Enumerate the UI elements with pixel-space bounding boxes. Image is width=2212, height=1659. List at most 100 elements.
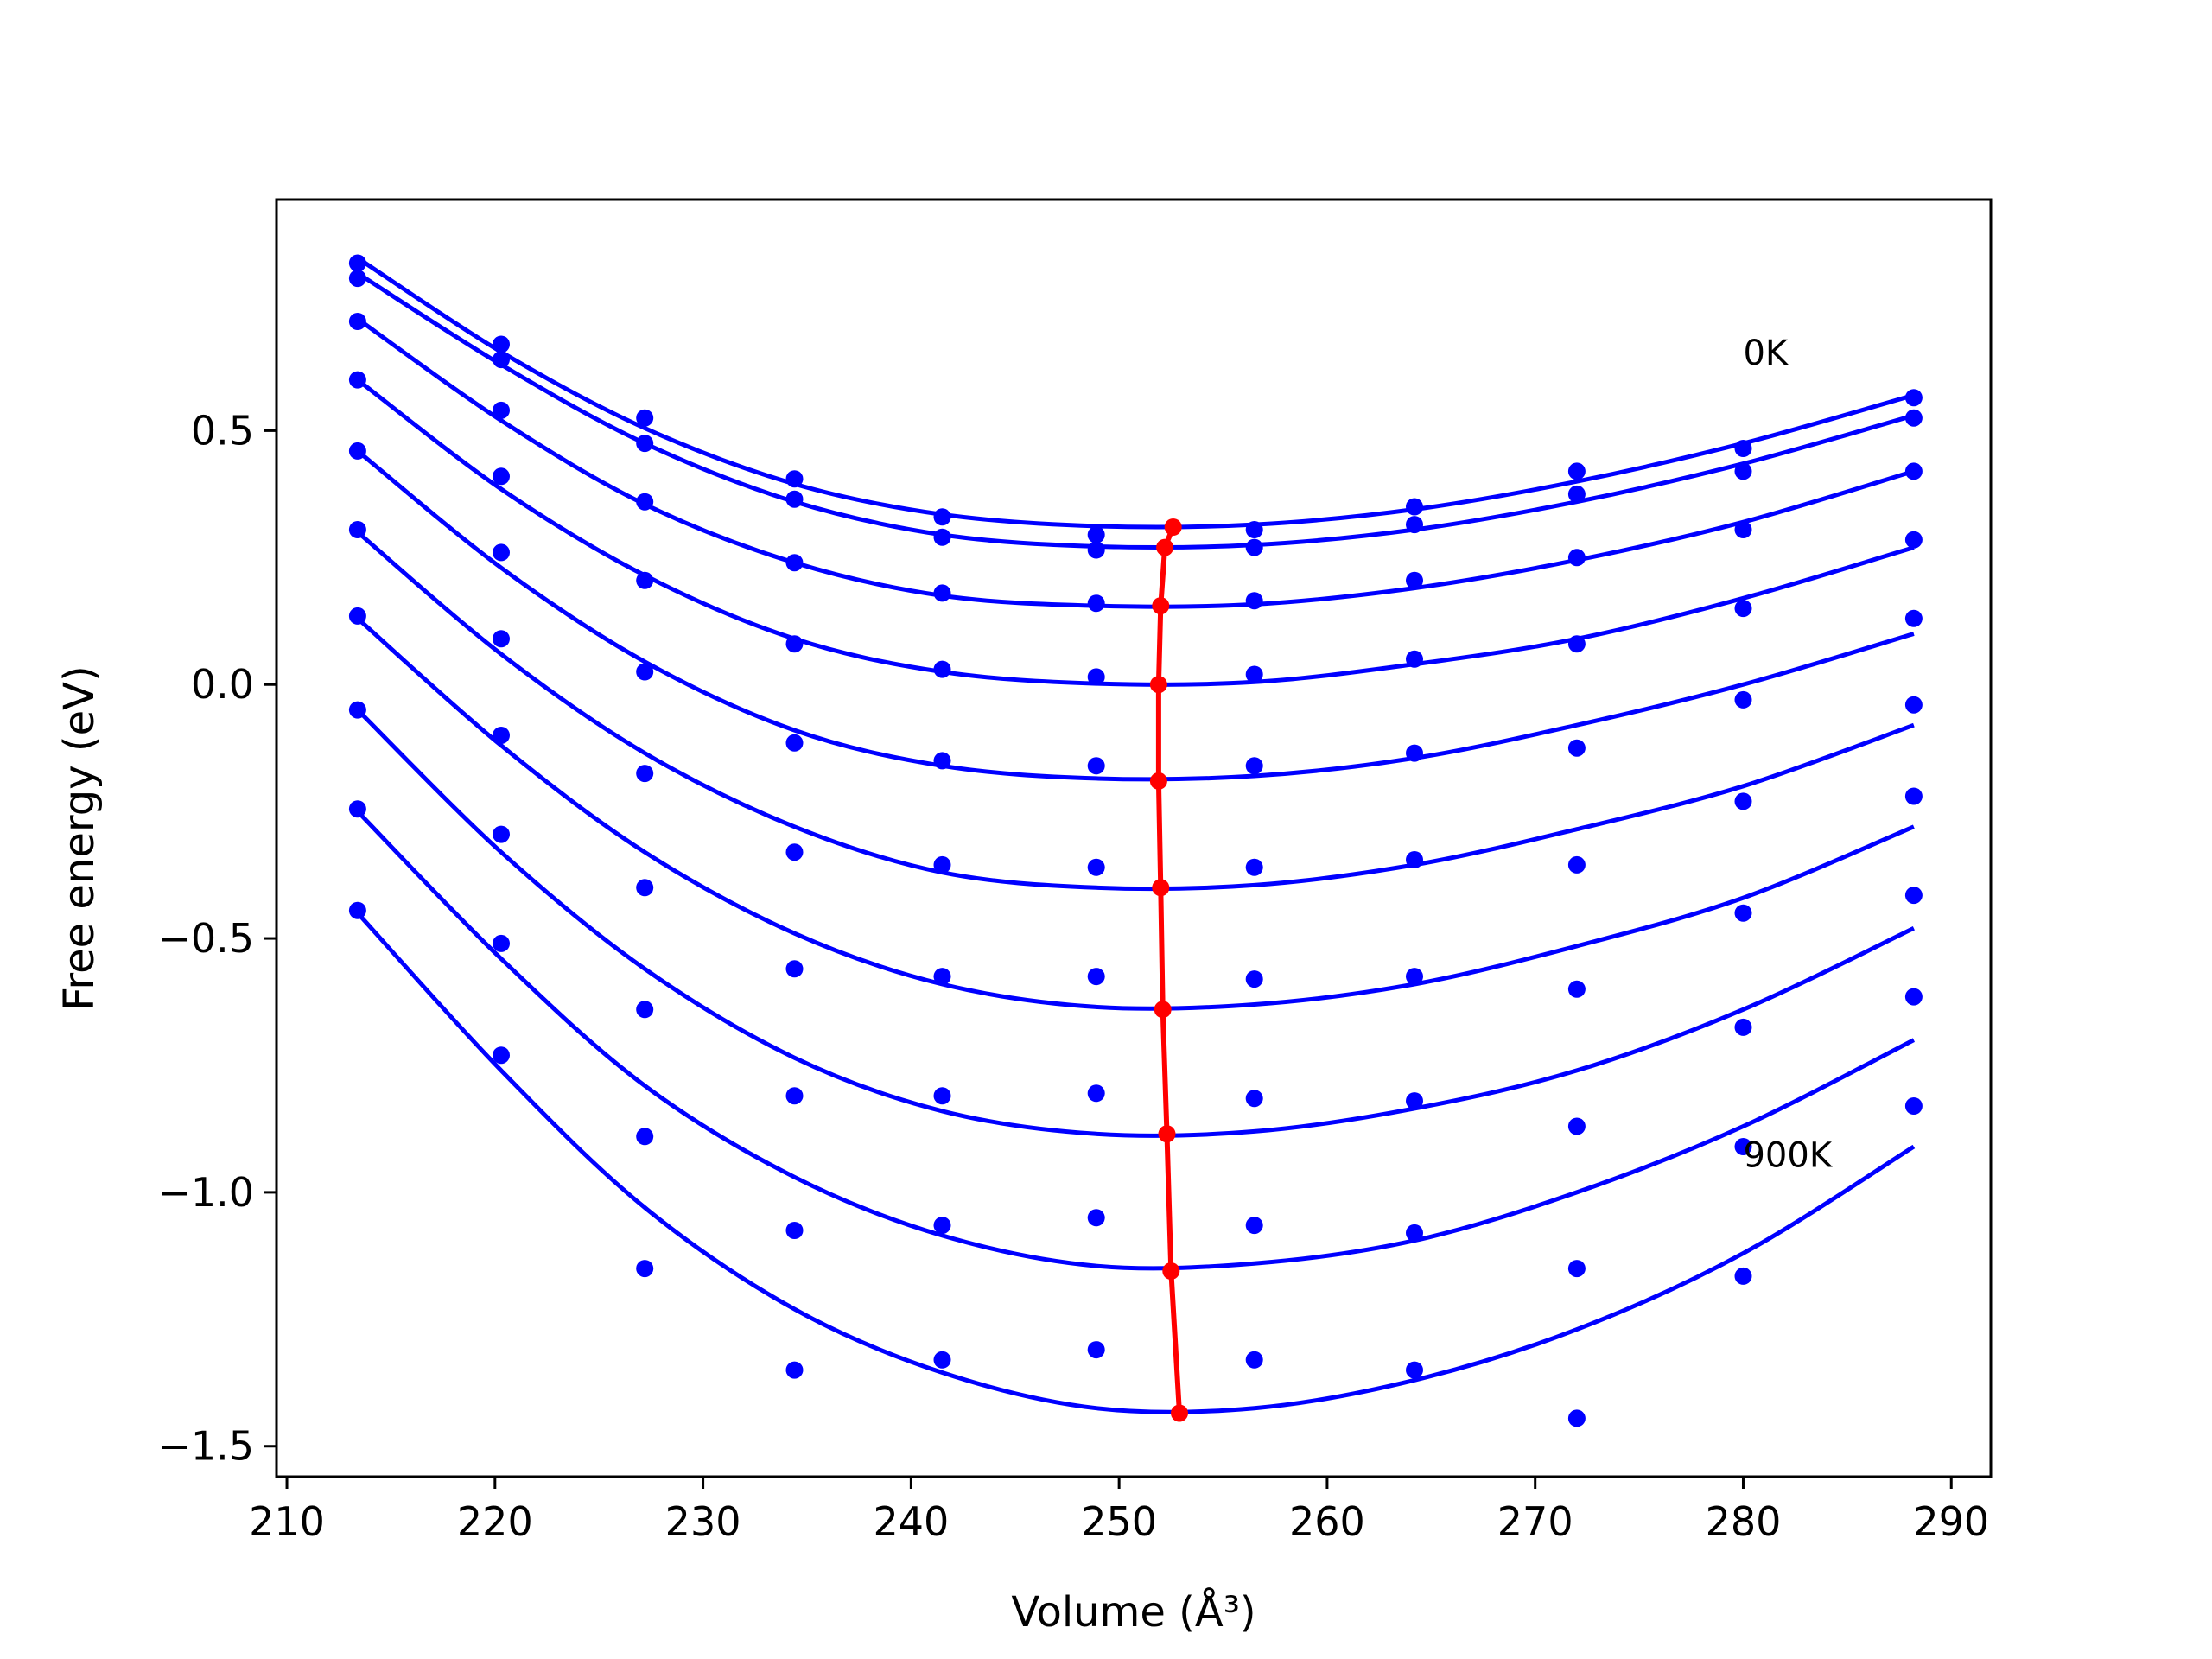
data-point bbox=[636, 571, 654, 589]
data-point bbox=[1087, 858, 1105, 876]
data-point bbox=[1087, 1341, 1105, 1359]
data-point bbox=[1406, 1092, 1423, 1110]
temperature-annotation-1: 0K bbox=[1743, 334, 1789, 373]
y-tick-label: 0.5 bbox=[191, 407, 254, 454]
minimum-point bbox=[1154, 1001, 1172, 1019]
fit-curve-7 bbox=[356, 616, 1915, 1011]
data-point bbox=[1567, 1409, 1586, 1427]
data-point bbox=[933, 968, 951, 986]
data-point bbox=[493, 630, 510, 648]
data-point bbox=[933, 1217, 951, 1235]
data-point bbox=[1567, 855, 1586, 874]
data-point bbox=[933, 1351, 951, 1369]
data-point bbox=[493, 934, 510, 952]
data-point bbox=[1567, 462, 1586, 480]
data-point bbox=[1567, 635, 1586, 653]
data-point bbox=[636, 663, 654, 681]
data-point bbox=[493, 335, 510, 353]
data-point bbox=[493, 351, 510, 369]
data-point bbox=[1087, 1084, 1105, 1103]
data-point bbox=[348, 254, 366, 272]
data-point bbox=[1245, 665, 1263, 683]
data-point bbox=[1087, 541, 1105, 559]
data-point bbox=[1734, 690, 1752, 709]
data-point bbox=[785, 1087, 804, 1105]
data-point bbox=[785, 843, 804, 861]
data-point bbox=[1245, 521, 1263, 538]
data-point bbox=[933, 855, 951, 874]
data-point bbox=[1904, 609, 1923, 627]
data-point bbox=[1406, 498, 1423, 516]
data-point bbox=[933, 660, 951, 678]
y-tick-label: −1.0 bbox=[157, 1169, 254, 1216]
data-point bbox=[636, 1001, 654, 1019]
data-point bbox=[348, 371, 366, 389]
data-point bbox=[933, 528, 951, 546]
minimum-point bbox=[1149, 772, 1167, 790]
minimum-point bbox=[1152, 879, 1170, 897]
data-point bbox=[933, 1087, 951, 1105]
x-tick-label: 280 bbox=[1706, 1498, 1782, 1545]
fit-curve-8 bbox=[356, 708, 1915, 1138]
data-point bbox=[933, 752, 951, 770]
data-point bbox=[1406, 744, 1423, 762]
data-point bbox=[1904, 409, 1923, 427]
x-tick-label: 210 bbox=[249, 1498, 325, 1545]
data-point bbox=[636, 879, 654, 897]
x-tick-label: 260 bbox=[1289, 1498, 1365, 1545]
data-point bbox=[785, 1361, 804, 1379]
data-point bbox=[785, 470, 804, 488]
x-tick-label: 230 bbox=[665, 1498, 741, 1545]
data-point bbox=[1406, 968, 1423, 986]
data-point bbox=[493, 727, 510, 744]
data-point bbox=[1734, 792, 1752, 810]
data-point bbox=[348, 701, 366, 719]
data-point bbox=[1406, 650, 1423, 668]
minimum-point bbox=[1156, 538, 1174, 556]
x-axis-label: Volume (Å³) bbox=[1011, 1587, 1255, 1637]
y-tick-label: 0.0 bbox=[191, 661, 254, 708]
data-point bbox=[1406, 1224, 1423, 1242]
data-point bbox=[933, 508, 951, 526]
data-point bbox=[1406, 1361, 1423, 1379]
data-point bbox=[348, 442, 366, 460]
data-point bbox=[785, 490, 804, 508]
y-tick-label: −0.5 bbox=[157, 915, 254, 962]
data-point bbox=[1567, 1260, 1586, 1278]
data-point bbox=[1245, 592, 1263, 610]
data-point bbox=[348, 901, 366, 919]
data-point bbox=[1734, 1018, 1752, 1036]
data-point bbox=[785, 734, 804, 752]
data-point bbox=[1904, 389, 1923, 407]
data-point bbox=[785, 1222, 804, 1239]
data-point bbox=[493, 467, 510, 486]
data-point bbox=[1567, 1117, 1586, 1135]
data-point bbox=[1904, 988, 1923, 1006]
minimum-point bbox=[1152, 597, 1170, 615]
data-point bbox=[785, 960, 804, 978]
data-point bbox=[1406, 516, 1423, 534]
data-point bbox=[1245, 858, 1263, 876]
data-point bbox=[1734, 600, 1752, 618]
fit-curve-9 bbox=[356, 810, 1916, 1271]
data-point bbox=[1567, 739, 1586, 757]
data-point bbox=[1087, 1209, 1105, 1227]
data-point bbox=[636, 435, 654, 453]
data-point bbox=[1087, 668, 1105, 686]
data-point bbox=[1904, 1097, 1923, 1115]
plot-frame bbox=[275, 198, 1993, 1478]
data-point bbox=[1904, 787, 1923, 805]
fit-curve-5 bbox=[356, 448, 1915, 782]
data-point bbox=[785, 635, 804, 653]
data-point bbox=[348, 313, 366, 330]
y-axis-label: Free energy (eV) bbox=[55, 665, 104, 1010]
data-point bbox=[1734, 521, 1752, 538]
data-point bbox=[1087, 968, 1105, 986]
data-point bbox=[1734, 1267, 1752, 1285]
minimum-point bbox=[1171, 1404, 1188, 1422]
data-point bbox=[1734, 440, 1752, 457]
data-point bbox=[493, 825, 510, 843]
fit-curve-10 bbox=[356, 912, 1916, 1414]
data-point bbox=[1087, 594, 1105, 613]
data-point bbox=[1904, 696, 1923, 714]
